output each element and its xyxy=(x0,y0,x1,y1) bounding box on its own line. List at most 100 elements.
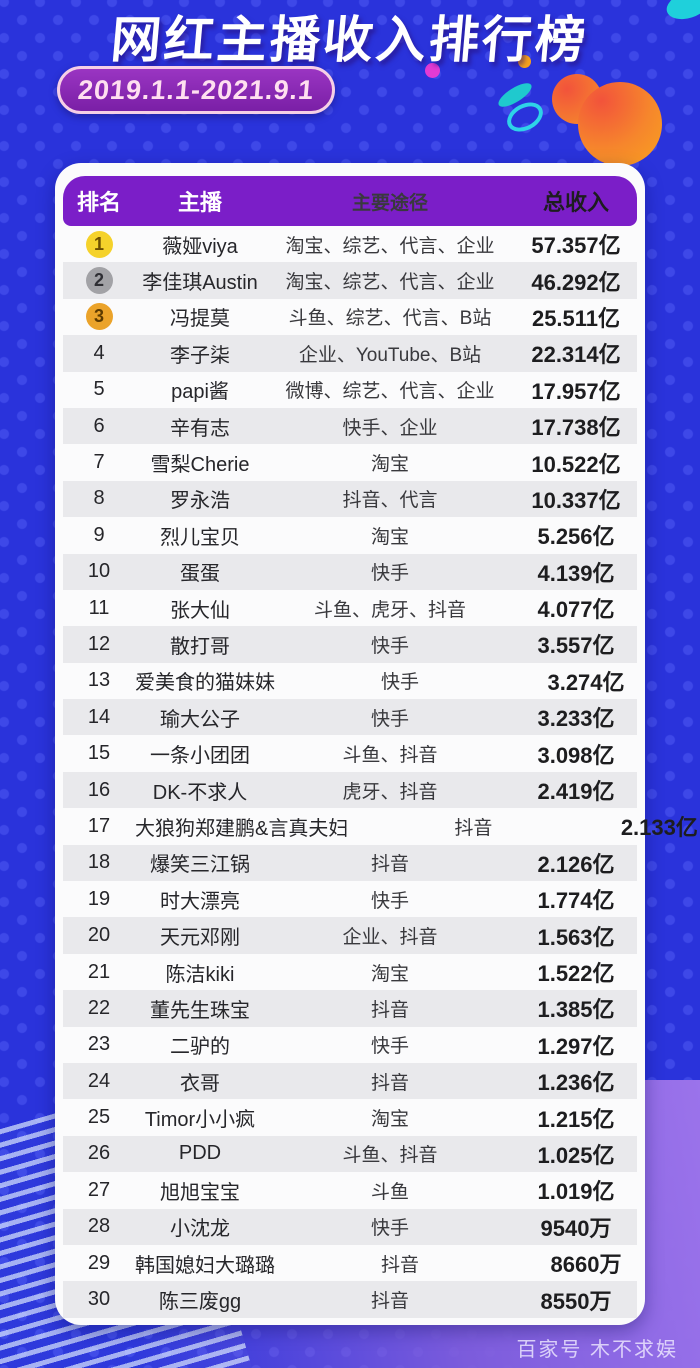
total-income: 8660万 xyxy=(550,1252,622,1278)
channels: 微博、综艺、代言、企业 xyxy=(285,381,495,403)
channels: 斗鱼、抖音 xyxy=(342,1145,438,1167)
streamer-name: 薇娅viya xyxy=(162,235,238,258)
channels: 斗鱼、综艺、代言、B站 xyxy=(288,308,492,330)
streamer-name: 二驴的 xyxy=(170,1036,230,1059)
total-income: 8550万 xyxy=(540,1288,612,1314)
total-income: 9540万 xyxy=(540,1215,612,1241)
streamer-name: 小沈龙 xyxy=(170,1218,230,1241)
table-row: 30 陈三废gg 抖音 8550万 xyxy=(63,1281,637,1318)
streamer-name: 爱美食的猫妹妹 xyxy=(135,672,275,695)
channels: 抖音、代言 xyxy=(342,490,438,512)
streamer-name: 雪梨Cherie xyxy=(150,454,250,477)
channels: 快手 xyxy=(370,1036,409,1058)
orange-dot-decoration xyxy=(518,55,531,68)
ranking-table-card: 排名 主播 主要途径 总收入 1 薇娅viya 淘宝、综艺、代言、企业 57.3… xyxy=(55,163,698,1325)
streamer-name: 罗永浩 xyxy=(170,490,230,513)
total-income: 4.077亿 xyxy=(537,597,615,623)
total-income: 1.774亿 xyxy=(537,888,615,914)
table-header-row: 排名 主播 主要途径 总收入 xyxy=(63,176,637,226)
streamer-name: Timor小小疯 xyxy=(144,1109,256,1132)
streamer-name: 李子柒 xyxy=(170,344,230,367)
streamer-name: 冯提莫 xyxy=(170,308,230,331)
rank-cell: 3 xyxy=(63,303,135,331)
streamer-name: 爆笑三江锅 xyxy=(150,854,250,877)
total-income: 1.297亿 xyxy=(537,1033,615,1059)
total-income: 5.256亿 xyxy=(537,524,615,550)
rank-cell: 9 xyxy=(63,524,135,547)
table-row: 11 张大仙 斗鱼、虎牙、抖音 4.077亿 xyxy=(63,590,637,626)
channels: 快手 xyxy=(370,1218,409,1240)
total-income: 3.233亿 xyxy=(537,706,615,732)
rank-badge: 17 xyxy=(87,814,111,837)
rank-cell: 11 xyxy=(63,597,135,620)
rank-badge: 13 xyxy=(87,669,111,692)
streamer-name: 大狼狗郑建鹏&言真夫妇 xyxy=(135,817,349,840)
channels: 抖音 xyxy=(370,1072,409,1094)
total-income: 17.957亿 xyxy=(531,378,621,404)
rank-cell: 29 xyxy=(63,1252,135,1275)
rank-badge: 19 xyxy=(87,887,111,910)
rank-cell: 1 xyxy=(63,230,135,258)
streamer-name: 张大仙 xyxy=(170,599,230,622)
streamer-name: 辛有志 xyxy=(170,417,230,440)
rank-cell: 8 xyxy=(63,487,135,510)
total-income: 3.557亿 xyxy=(537,633,615,659)
total-income: 4.139亿 xyxy=(537,560,615,586)
rank-badge: 21 xyxy=(87,960,111,983)
rank-cell: 12 xyxy=(63,633,135,656)
table-row: 22 董先生珠宝 抖音 1.385亿 xyxy=(63,990,637,1027)
table-row: 17 大狼狗郑建鹏&言真夫妇 抖音 2.133亿 xyxy=(63,808,698,844)
table-row: 1 薇娅viya 淘宝、综艺、代言、企业 57.357亿 xyxy=(63,226,637,262)
rank-cell: 26 xyxy=(63,1142,135,1165)
rank-cell: 14 xyxy=(63,706,135,729)
table-row: 19 时大漂亮 快手 1.774亿 xyxy=(63,881,637,917)
orange-blob-decoration xyxy=(578,82,662,166)
streamer-name: 李佳琪Austin xyxy=(142,272,258,295)
total-income: 1.236亿 xyxy=(537,1070,615,1096)
rank-badge: 7 xyxy=(93,451,105,474)
rank-cell: 21 xyxy=(63,961,135,984)
table-row: 6 辛有志 快手、企业 17.738亿 xyxy=(63,407,637,445)
channels: 斗鱼、虎牙、抖音 xyxy=(313,599,466,621)
rank-cell: 7 xyxy=(63,451,135,474)
channels: 淘宝 xyxy=(370,454,409,476)
page-title: 网红主播收入排行榜 xyxy=(108,12,591,68)
channels: 虎牙、抖音 xyxy=(342,781,438,803)
table-row: 3 冯提莫 斗鱼、综艺、代言、B站 25.511亿 xyxy=(63,299,637,335)
rank-badge: 10 xyxy=(87,560,111,583)
streamer-name: 瑜大公子 xyxy=(160,708,240,731)
rank-cell: 30 xyxy=(63,1288,135,1311)
streamer-name: 天元邓刚 xyxy=(160,927,240,950)
streamer-name: papi酱 xyxy=(171,381,229,404)
streamer-name: 董先生珠宝 xyxy=(150,999,250,1022)
rank-badge: 28 xyxy=(87,1215,111,1238)
channels: 抖音 xyxy=(370,1291,409,1313)
rank-badge: 16 xyxy=(87,778,111,801)
streamer-name: 衣哥 xyxy=(180,1072,220,1095)
streamer-name: DK-不求人 xyxy=(152,781,248,804)
streamer-name: 时大漂亮 xyxy=(160,890,240,913)
rank-badge: 5 xyxy=(93,378,105,401)
streamer-name: 一条小团团 xyxy=(150,745,250,768)
table-row: 7 雪梨Cherie 淘宝 10.522亿 xyxy=(63,444,637,480)
table-row: 14 瑜大公子 快手 3.233亿 xyxy=(63,699,637,736)
channels: 企业、YouTube、B站 xyxy=(298,344,482,366)
channels: 斗鱼、抖音 xyxy=(342,745,438,767)
table-row: 4 李子柒 企业、YouTube、B站 22.314亿 xyxy=(63,335,637,372)
table-row: 23 二驴的 快手 1.297亿 xyxy=(63,1027,637,1063)
rank-cell: 23 xyxy=(63,1033,135,1056)
total-income: 10.522亿 xyxy=(531,451,621,477)
rank-badge: 22 xyxy=(87,996,111,1019)
total-income: 1.522亿 xyxy=(537,961,615,986)
date-range-badge: 2019.1.1-2021.9.1 xyxy=(57,66,335,114)
table-body: 1 薇娅viya 淘宝、综艺、代言、企业 57.357亿 2 李佳琪Austin… xyxy=(63,226,698,1318)
rank-badge: 2 xyxy=(85,267,113,295)
table-row: 9 烈儿宝贝 淘宝 5.256亿 xyxy=(63,517,637,553)
table-row: 29 韩国媳妇大璐璐 抖音 8660万 xyxy=(63,1245,637,1281)
total-income: 1.563亿 xyxy=(537,924,615,950)
channels: 淘宝 xyxy=(370,963,409,985)
total-income: 3.274亿 xyxy=(547,669,625,695)
total-income: 3.098亿 xyxy=(537,742,615,768)
streamer-name: 蛋蛋 xyxy=(180,563,220,586)
total-income: 2.133亿 xyxy=(620,815,698,841)
